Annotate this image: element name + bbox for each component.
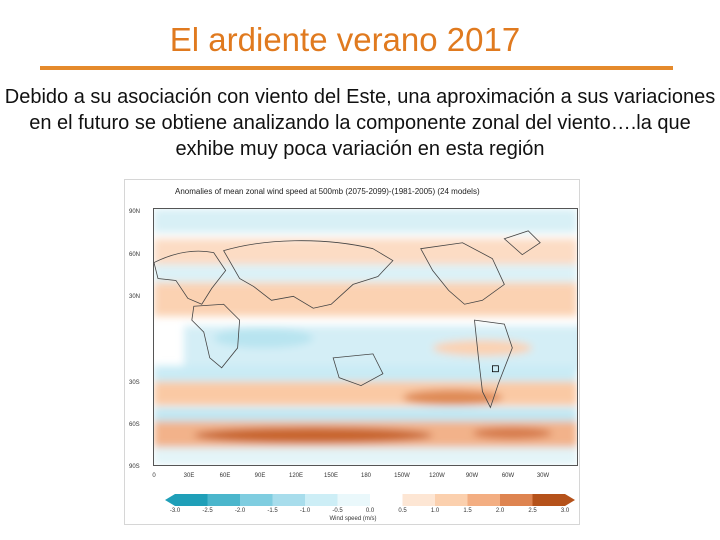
colorbar-tick: 1.0	[430, 508, 440, 514]
colorbar-tick: -0.5	[332, 508, 343, 514]
colorbar-tick: 1.5	[463, 508, 472, 514]
lon-label: 120W	[429, 473, 445, 479]
lon-label: 120E	[288, 473, 304, 479]
anomaly-map	[153, 208, 578, 466]
colorbar-tick: 0.0	[365, 508, 375, 514]
colorbar-tick: -3.0	[169, 508, 181, 514]
colorbar-tick: -1.5	[267, 508, 278, 514]
figure-title: Anomalies of mean zonal wind speed at 50…	[175, 187, 480, 196]
colorbar-title: Wind speed (m/s)	[329, 516, 377, 522]
colorbar-tick: 2.0	[495, 508, 505, 514]
lon-label: 30W	[536, 473, 550, 479]
lon-label: 180	[360, 473, 372, 479]
lon-label: 150E	[323, 473, 339, 479]
lat-label: 30N	[129, 294, 141, 300]
lon-label: 90W	[465, 473, 479, 479]
colorbar-tick: 3.0	[560, 508, 570, 514]
lat-label: 90S	[129, 464, 140, 470]
lon-label: 150W	[394, 473, 410, 479]
colorbar-tick: 0.5	[398, 508, 407, 514]
slide-title: El ardiente verano 2017	[169, 21, 521, 58]
slide-body-text: Debido a su asociación con viento del Es…	[4, 86, 716, 160]
wind-anomaly-figure: Anomalies of mean zonal wind speed at 50…	[124, 179, 580, 525]
lon-label: 30E	[183, 473, 195, 479]
lon-label: 90E	[254, 473, 266, 479]
lon-label: 0	[152, 473, 156, 479]
colorbar-tick: -2.5	[202, 508, 213, 514]
lat-label: 60S	[129, 422, 140, 428]
lat-label: 90N	[129, 209, 141, 215]
colorbar-tick: -1.0	[299, 508, 311, 514]
title-divider	[40, 66, 673, 70]
lon-label: 60E	[219, 473, 231, 479]
colorbar-tick: 2.5	[528, 508, 537, 514]
lat-label: 60N	[129, 252, 141, 258]
lon-label: 60W	[501, 473, 515, 479]
colorbar-tick: -2.0	[234, 508, 246, 514]
colorbar	[165, 494, 575, 506]
lat-label: 30S	[129, 380, 140, 386]
region-box	[492, 365, 499, 373]
coastline-outlines	[154, 230, 541, 409]
